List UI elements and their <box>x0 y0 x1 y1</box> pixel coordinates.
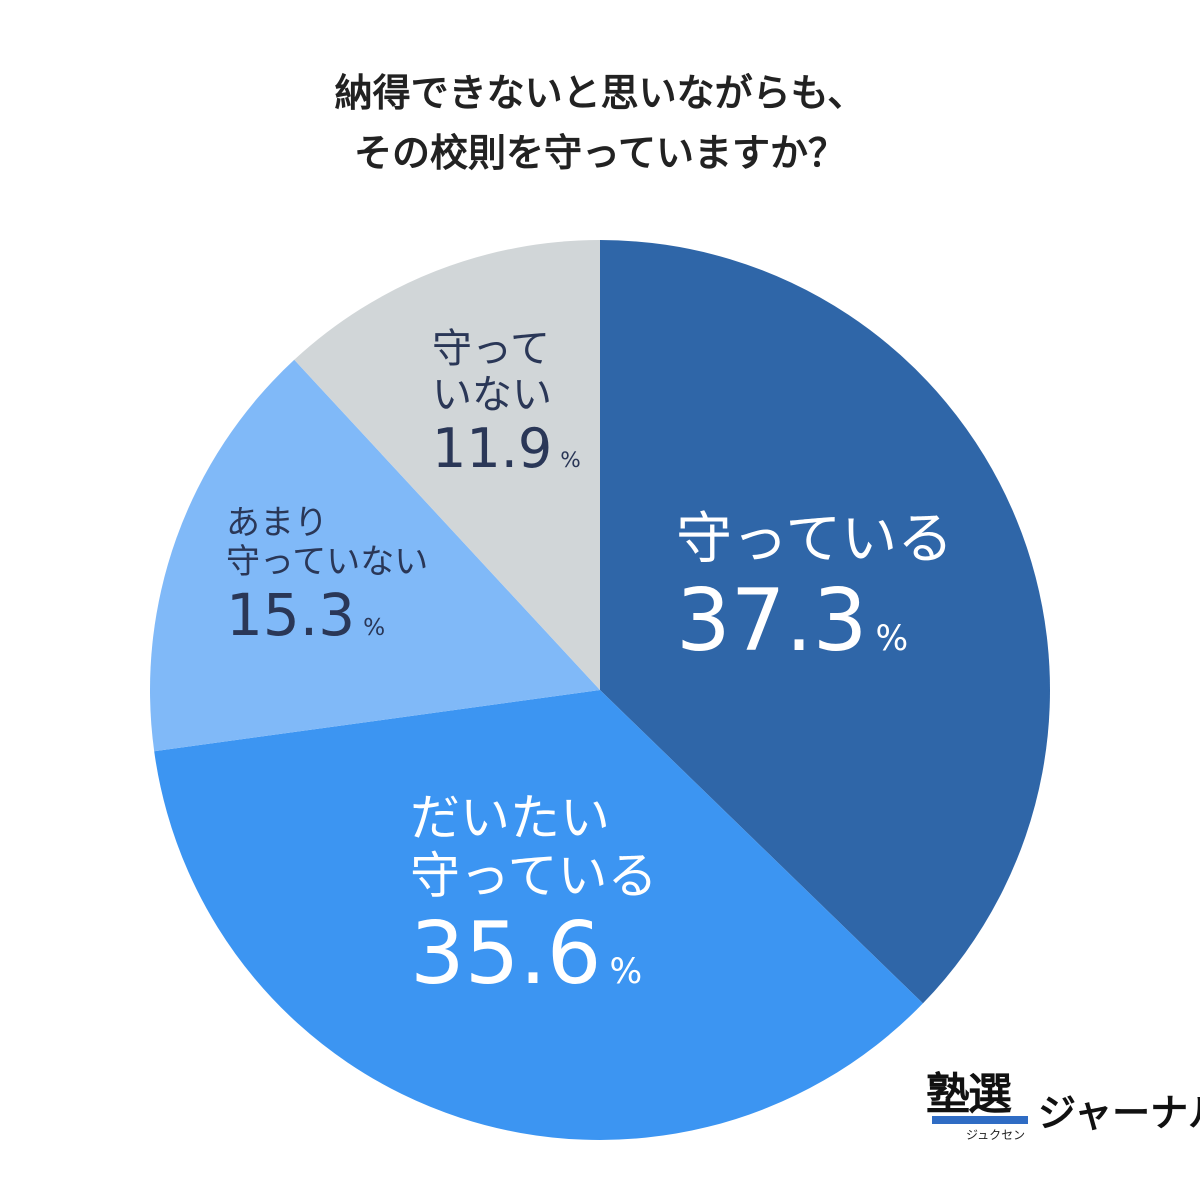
pie-slice-2 <box>150 359 600 752</box>
slice-label-0: 守っている 37.3% <box>676 507 954 672</box>
chart-title-line-2: その校則を守っていますか？ <box>353 131 847 175</box>
pie-slice-1 <box>154 690 923 1141</box>
slice-label-2: あまり 守っていない 15.3% <box>226 503 429 650</box>
pie-slice-3 <box>294 240 600 690</box>
pencil-bar-icon <box>932 1116 1028 1124</box>
slice-label-3: 守って いない 11.9% <box>432 326 581 480</box>
logo: 塾選 ジュクセン ジャーナル <box>926 1069 1200 1142</box>
slice-label-1: だいたい 守っている 35.6% <box>410 789 658 1004</box>
chart-title-line-1: 納得できないと思いながらも、 <box>334 71 866 115</box>
pie-slice-0 <box>600 240 1051 1004</box>
